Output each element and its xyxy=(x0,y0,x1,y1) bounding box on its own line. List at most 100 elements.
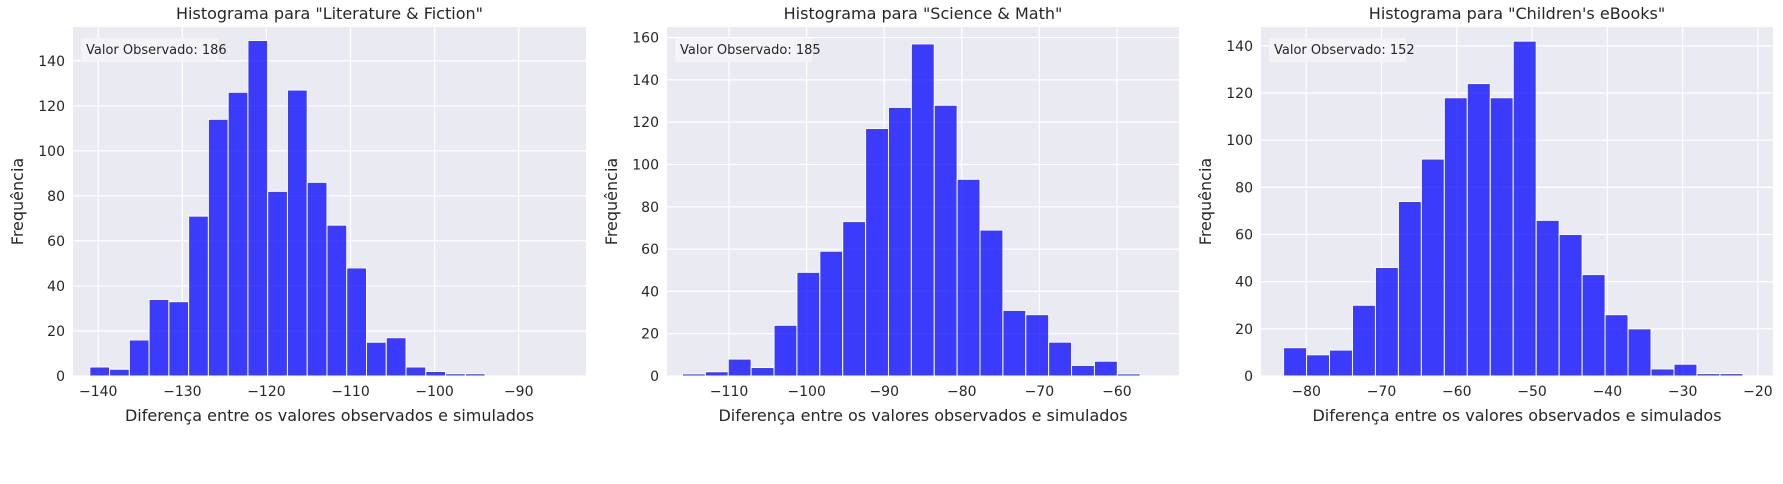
y-tick-label: 0 xyxy=(1244,369,1253,385)
histogram-bar xyxy=(247,40,269,377)
histogram-bar xyxy=(1581,274,1606,377)
y-axis-label: Frequência xyxy=(602,158,621,245)
x-axis-label: Diferença entre os valores observados e … xyxy=(1312,406,1721,425)
histogram-bar xyxy=(727,358,752,377)
histogram-bar xyxy=(1048,341,1073,377)
histogram-bar xyxy=(910,43,935,377)
y-tick-label: 140 xyxy=(1226,39,1253,55)
x-tick-label: −140 xyxy=(79,384,117,400)
x-tick-label: −70 xyxy=(1025,384,1055,400)
y-tick-label: 120 xyxy=(632,115,659,131)
histogram-bar xyxy=(148,298,170,377)
histogram-bar xyxy=(865,128,889,377)
histogram-bar xyxy=(109,368,130,377)
observed-value-annotation: Valor Observado: 185 xyxy=(680,43,821,58)
x-tick-label: −100 xyxy=(415,384,453,400)
histogram-bar xyxy=(1283,347,1308,377)
y-axis-label: Frequência xyxy=(1196,158,1215,245)
histogram-bar xyxy=(704,371,729,377)
histogram-bar xyxy=(1351,304,1376,377)
histogram-bar xyxy=(425,370,447,377)
y-tick-label: 80 xyxy=(47,189,65,205)
y-tick-label: 20 xyxy=(641,327,659,343)
histogram-bar xyxy=(1650,368,1675,377)
histogram-bar xyxy=(267,190,288,377)
histogram-bar xyxy=(128,339,150,377)
histogram-bar xyxy=(1329,349,1353,377)
histogram-bar xyxy=(464,373,486,377)
x-tick-label: −80 xyxy=(947,384,977,400)
x-tick-label: −110 xyxy=(710,384,748,400)
x-tick-label: −20 xyxy=(1743,384,1773,400)
histogram-bar xyxy=(1116,373,1141,377)
histogram-bar xyxy=(405,366,427,377)
annotation-box xyxy=(1269,38,1406,62)
x-tick-label: −70 xyxy=(1367,384,1397,400)
histogram-bar xyxy=(188,215,209,377)
x-tick-label: −110 xyxy=(331,384,369,400)
histogram-bar xyxy=(1002,309,1027,377)
histogram-bar xyxy=(1489,97,1514,377)
histogram-bar xyxy=(773,324,798,377)
histogram-bar xyxy=(1306,354,1331,377)
chart-title: Histograma para "Science & Math" xyxy=(784,4,1063,23)
histogram-bar xyxy=(1719,373,1744,377)
histogram-panel-1: −140 −130 −120 −110 −100 −90 0 20 40 60 80 100 120 14… xyxy=(8,4,586,425)
y-tick-label: 140 xyxy=(38,54,65,70)
y-tick-label: 40 xyxy=(641,284,659,300)
histogram-bar xyxy=(750,367,775,377)
histogram-bar xyxy=(1696,373,1721,377)
histogram-bar xyxy=(842,221,867,377)
histogram-bar xyxy=(1673,363,1698,377)
observed-value-annotation: Valor Observado: 186 xyxy=(86,43,227,58)
y-tick-label: 0 xyxy=(650,369,659,385)
y-tick-label: 20 xyxy=(47,324,65,340)
histogram-bar xyxy=(956,178,981,377)
x-tick-label: −60 xyxy=(1102,384,1132,400)
annotation-box xyxy=(81,38,218,62)
histogram-bar xyxy=(1420,158,1445,377)
histogram-bar xyxy=(207,118,229,377)
histogram-bar xyxy=(168,301,190,377)
histogram-bar xyxy=(1627,328,1652,377)
histogram-bar xyxy=(1443,97,1468,377)
histogram-bar xyxy=(366,341,387,377)
histogram-bar xyxy=(385,337,407,377)
histogram-bar xyxy=(887,106,912,377)
y-tick-label: 120 xyxy=(1226,86,1253,102)
histogram-bar xyxy=(1071,364,1095,377)
annotation-box xyxy=(675,38,812,62)
y-tick-label: 160 xyxy=(632,31,659,47)
histogram-bar xyxy=(1093,360,1118,377)
histogram-bar xyxy=(445,373,466,377)
histogram-bar xyxy=(286,89,308,377)
x-tick-label: −50 xyxy=(1517,384,1547,400)
histogram-bar xyxy=(1397,201,1422,377)
y-tick-label: 20 xyxy=(1235,322,1253,338)
y-tick-label: 60 xyxy=(641,242,659,258)
y-tick-label: 140 xyxy=(632,73,659,89)
y-tick-label: 80 xyxy=(641,200,659,216)
histogram-bar xyxy=(89,366,111,377)
x-tick-label: −60 xyxy=(1442,384,1472,400)
y-tick-label: 40 xyxy=(47,279,65,295)
histogram-bar xyxy=(227,91,249,377)
x-tick-label: −80 xyxy=(1291,384,1321,400)
x-axis-label: Diferença entre os valores observados e … xyxy=(125,406,534,425)
histogram-bar xyxy=(1025,314,1050,377)
histogram-bar xyxy=(346,267,368,377)
chart-title: Histograma para "Literature & Fiction" xyxy=(176,4,483,23)
histogram-bar xyxy=(306,181,328,377)
histogram-bar xyxy=(1374,267,1399,377)
histogram-bar xyxy=(796,271,821,377)
y-tick-label: 80 xyxy=(1235,180,1253,196)
y-tick-label: 60 xyxy=(1235,228,1253,244)
histogram-bar xyxy=(979,229,1004,377)
x-tick-label: −120 xyxy=(247,384,285,400)
y-tick-label: 100 xyxy=(38,144,65,160)
y-axis-label: Frequência xyxy=(8,158,27,245)
observed-value-annotation: Valor Observado: 152 xyxy=(1274,43,1415,58)
y-tick-label: 100 xyxy=(1226,133,1253,149)
y-tick-label: 100 xyxy=(632,157,659,173)
